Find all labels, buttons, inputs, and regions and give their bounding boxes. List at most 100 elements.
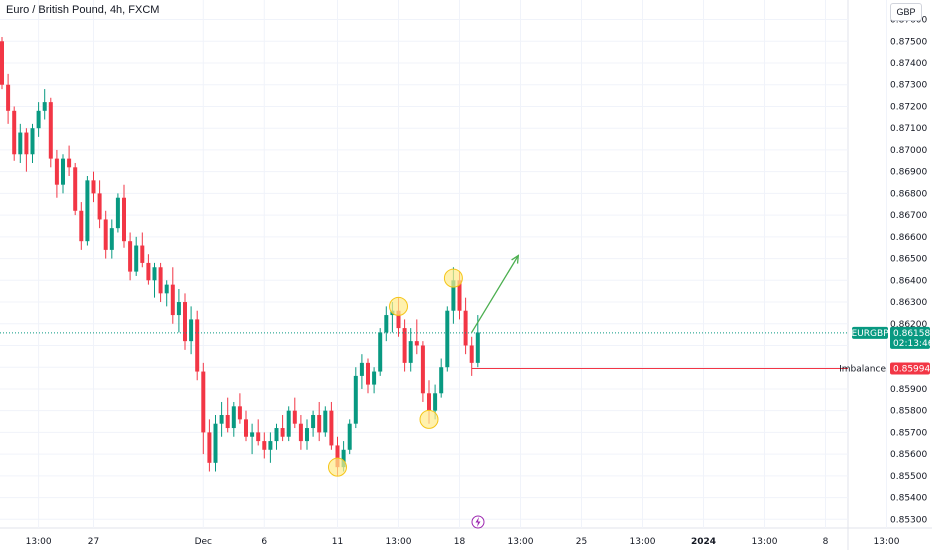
candle-body: [463, 310, 468, 346]
candle-body: [54, 158, 59, 185]
candle-body: [231, 406, 236, 429]
candle-body: [36, 110, 41, 129]
candle-body: [91, 180, 96, 194]
y-tick-label: 0.86300: [890, 298, 927, 308]
y-tick-label: 0.85700: [890, 428, 927, 438]
candle-body: [420, 345, 425, 394]
x-tick-label: 11: [332, 537, 343, 547]
candle-body: [85, 180, 90, 242]
candle-body: [286, 410, 291, 437]
trend-arrow-line: [471, 255, 519, 333]
candle-body: [109, 228, 114, 250]
candle-body: [61, 158, 65, 185]
candle-body: [213, 423, 218, 463]
y-tick-label: 0.86500: [890, 255, 927, 265]
lightning-icon: [471, 515, 485, 529]
x-tick-label: 13:00: [508, 537, 534, 547]
y-tick-label: 0.87300: [890, 81, 927, 91]
candle-body: [122, 197, 126, 242]
candle-body: [292, 410, 297, 424]
candle-body: [170, 284, 175, 316]
y-tick-label: 0.87200: [890, 102, 927, 112]
x-tick-label: 27: [88, 537, 99, 547]
highlight-circle: [419, 409, 439, 429]
candle-body: [146, 262, 151, 281]
candle-body: [103, 219, 108, 250]
countdown-label: 02:13:46: [893, 339, 932, 349]
candle-body: [201, 371, 206, 433]
x-tick-label: Dec: [195, 537, 212, 547]
candle-body: [414, 341, 419, 346]
y-tick-label: 0.85600: [890, 450, 927, 460]
y-tick-label: 0.85500: [890, 472, 927, 482]
candle-body: [12, 110, 17, 155]
candles-layer: [0, 36, 480, 476]
candle-body: [225, 415, 230, 429]
y-tick-label: 0.85900: [890, 385, 927, 395]
price-axis: 0.85300 0.85400 0.85500 0.85600 0.85700 0.858…: [890, 16, 927, 526]
candle-body: [195, 319, 200, 372]
y-tick-label: 0.87100: [890, 124, 927, 134]
candle-body: [6, 84, 11, 111]
candle-body: [268, 441, 273, 450]
candle-body: [48, 102, 53, 159]
candle-body: [317, 415, 322, 433]
candle-body: [378, 332, 383, 372]
candle-body: [42, 102, 47, 111]
x-tick-label: 13:00: [752, 537, 778, 547]
candle-body: [311, 415, 316, 429]
candle-body: [128, 241, 133, 272]
symbol-label-bg: [852, 326, 888, 339]
candle-body: [30, 128, 35, 155]
candle-body: [402, 328, 407, 363]
candle-body: [439, 367, 444, 394]
candle-body: [329, 410, 334, 446]
candle-body: [73, 167, 78, 211]
y-tick-label: 0.86200: [890, 320, 927, 330]
candle-body: [79, 210, 84, 242]
current-price-label-bg: [890, 326, 930, 349]
candle-body: [427, 393, 431, 411]
x-tick-label: 13:00: [874, 537, 900, 547]
candle-body: [323, 410, 328, 433]
candle-body: [176, 302, 181, 316]
y-tick-label: 0.86900: [890, 168, 927, 178]
symbol-label: EURGBP: [851, 329, 889, 339]
time-axis: 13:00 27 Dec 6 11 13:00 18 13:00 25 13:00 2024 13:0…: [26, 537, 900, 547]
highlight-circle: [389, 296, 408, 316]
highlight-circle: [443, 268, 463, 288]
y-tick-label: 0.85300: [890, 515, 927, 525]
chart-title: Euro / British Pound, 4h, FXCM: [6, 4, 160, 16]
candle-body: [0, 41, 4, 85]
currency-button[interactable]: GBP: [890, 3, 922, 21]
candle-body: [183, 302, 187, 342]
candle-body: [457, 280, 462, 311]
x-tick-label: 18: [454, 537, 466, 547]
candle-body: [353, 375, 358, 424]
candle-body: [433, 393, 438, 411]
y-tick-label: 0.85800: [890, 407, 927, 417]
lightning-icon-bolt: [475, 517, 481, 527]
candle-body: [451, 280, 456, 311]
overlays-layer: [0, 254, 848, 529]
candle-body: [189, 319, 194, 342]
candle-body: [305, 428, 309, 442]
candle-body: [280, 428, 285, 437]
imbalance-text: Imbalance: [839, 365, 886, 375]
candle-body: [244, 419, 248, 437]
candle-body: [134, 245, 139, 272]
candle-body: [359, 362, 364, 376]
imbalance-price-label: 0.85994: [893, 365, 930, 375]
candle-body: [384, 315, 389, 333]
candle-body: [256, 432, 261, 442]
y-tick-label: 0.86400: [890, 276, 927, 286]
candle-body: [115, 197, 120, 229]
candle-body: [469, 345, 474, 363]
candle-body: [219, 415, 224, 424]
candle-body: [164, 284, 169, 294]
y-tick-label: 0.85400: [890, 494, 927, 504]
candle-body: [445, 310, 450, 368]
candle-body: [408, 341, 413, 363]
